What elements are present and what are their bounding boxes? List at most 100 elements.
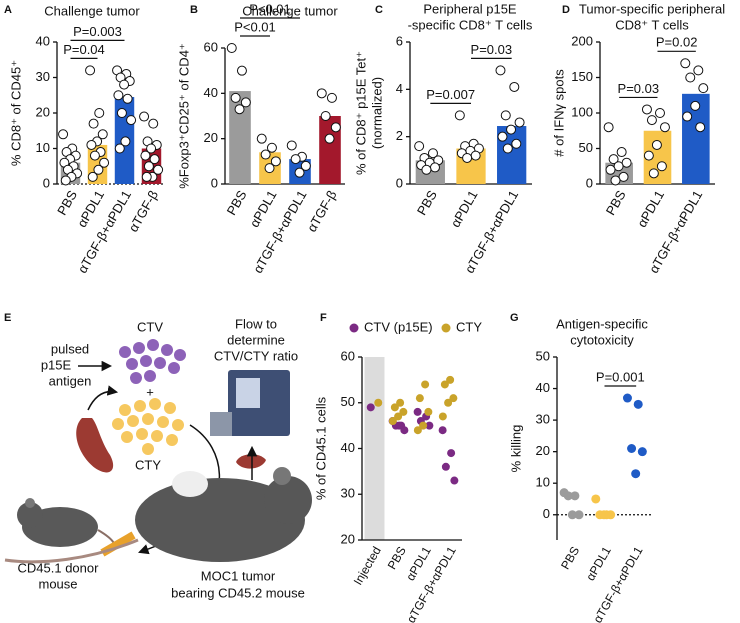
data-point xyxy=(438,412,447,421)
y-tick-label: 50 xyxy=(536,348,550,363)
data-point xyxy=(88,118,99,129)
x-tick-label: αPDL1 xyxy=(448,188,481,230)
panel-letter: B xyxy=(190,4,198,16)
data-point xyxy=(450,476,459,485)
data-point xyxy=(148,118,159,129)
data-point xyxy=(693,65,704,76)
x-tick-label: Injected xyxy=(351,544,384,587)
data-point xyxy=(444,398,453,407)
significance-label: P=0.03 xyxy=(471,42,513,57)
data-point xyxy=(613,161,624,172)
data-point xyxy=(659,122,670,133)
diagram-text: determine xyxy=(227,332,285,347)
legend-swatch xyxy=(349,323,359,333)
data-point xyxy=(424,407,433,416)
host-mouse xyxy=(135,478,305,562)
data-point xyxy=(399,407,408,416)
x-tick-label: αTGF-β xyxy=(304,188,340,235)
data-point xyxy=(324,133,335,144)
y-tick-label: 10 xyxy=(36,140,50,155)
data-point xyxy=(99,157,110,168)
cty-cells xyxy=(112,398,184,455)
data-point xyxy=(641,104,652,115)
data-point xyxy=(260,149,271,160)
y-tick-label: 60 xyxy=(204,39,218,54)
data-point xyxy=(627,444,637,453)
donor-mouse-ear xyxy=(25,498,35,508)
data-point xyxy=(646,115,657,126)
data-point xyxy=(330,122,341,133)
legend-swatch xyxy=(441,323,451,333)
data-point xyxy=(574,510,584,520)
data-point xyxy=(140,150,151,161)
diagram-text: mouse xyxy=(38,576,77,591)
y-tick-label: 40 xyxy=(341,440,355,455)
data-point xyxy=(514,117,525,128)
data-point xyxy=(610,175,621,186)
y-tick-label: 150 xyxy=(571,69,593,84)
data-point xyxy=(388,417,397,426)
panel-letter: A xyxy=(4,4,12,16)
diagram-text: CTY xyxy=(135,457,161,472)
arrow xyxy=(87,385,119,411)
data-point xyxy=(326,92,337,103)
data-point xyxy=(608,154,619,165)
data-point xyxy=(446,375,455,384)
panel-title: Tumor-specific peripheral xyxy=(579,1,725,16)
data-point xyxy=(427,148,438,159)
data-point xyxy=(690,100,701,111)
donor-mouse-head xyxy=(17,502,43,528)
data-point xyxy=(394,412,403,421)
y-tick-label: 4 xyxy=(396,81,403,96)
data-point xyxy=(266,142,277,153)
y-tick-label: 30 xyxy=(341,486,355,501)
data-point xyxy=(567,510,577,520)
significance-label: P=0.03 xyxy=(618,81,660,96)
data-point xyxy=(648,168,659,179)
diagram-text: pulsed xyxy=(51,341,89,356)
data-point xyxy=(495,65,506,76)
data-point xyxy=(454,110,465,121)
y-tick-label: 20 xyxy=(36,104,50,119)
data-point xyxy=(698,83,709,94)
flow-cytometer-panel xyxy=(236,378,260,408)
y-tick-label: 2 xyxy=(396,128,403,143)
panel-letter: C xyxy=(375,4,383,16)
y-tick-label: 30 xyxy=(536,412,550,427)
legend-label: CTV (p15E) xyxy=(364,319,433,334)
data-point xyxy=(320,111,331,121)
diagram-e: E pulsed p15E antigen CTV + CTY CD45.1 d… xyxy=(4,312,312,600)
data-point xyxy=(425,421,434,430)
panel-title: Antigen-specific xyxy=(556,316,648,331)
diagram-text: antigen xyxy=(49,373,92,388)
y-tick-label: 200 xyxy=(571,33,593,48)
y-axis-label: % killing xyxy=(508,425,523,473)
data-point xyxy=(470,150,481,161)
data-point xyxy=(419,421,428,430)
data-point xyxy=(230,92,241,103)
data-point xyxy=(637,447,647,457)
diagram-text: CTV xyxy=(137,319,163,334)
host-tail xyxy=(4,538,139,564)
data-point xyxy=(270,156,281,167)
x-tick-label: PBS xyxy=(224,187,250,217)
y-tick-label: 50 xyxy=(579,140,593,155)
x-tick-label: αTGF-β+αPDL1 xyxy=(404,544,459,623)
panel-title: cytotoxicity xyxy=(570,332,634,347)
data-point xyxy=(631,469,641,479)
data-point xyxy=(234,104,245,115)
data-point xyxy=(685,72,696,83)
data-point xyxy=(396,398,405,407)
y-tick-label: 0 xyxy=(43,175,50,190)
x-tick-label: αPDL1 xyxy=(247,188,280,230)
y-axis-label: # of IFNγ spots xyxy=(551,69,566,157)
y-axis-label: % of CD8⁺ p15E Tet⁺ xyxy=(353,51,368,175)
bar xyxy=(229,91,251,184)
data-point xyxy=(290,154,301,165)
data-point xyxy=(563,491,573,501)
y-tick-label: 10 xyxy=(536,475,550,490)
data-point xyxy=(618,171,629,182)
y-tick-label: 40 xyxy=(204,85,218,100)
data-point xyxy=(606,510,616,520)
y-tick-label: 20 xyxy=(204,130,218,145)
